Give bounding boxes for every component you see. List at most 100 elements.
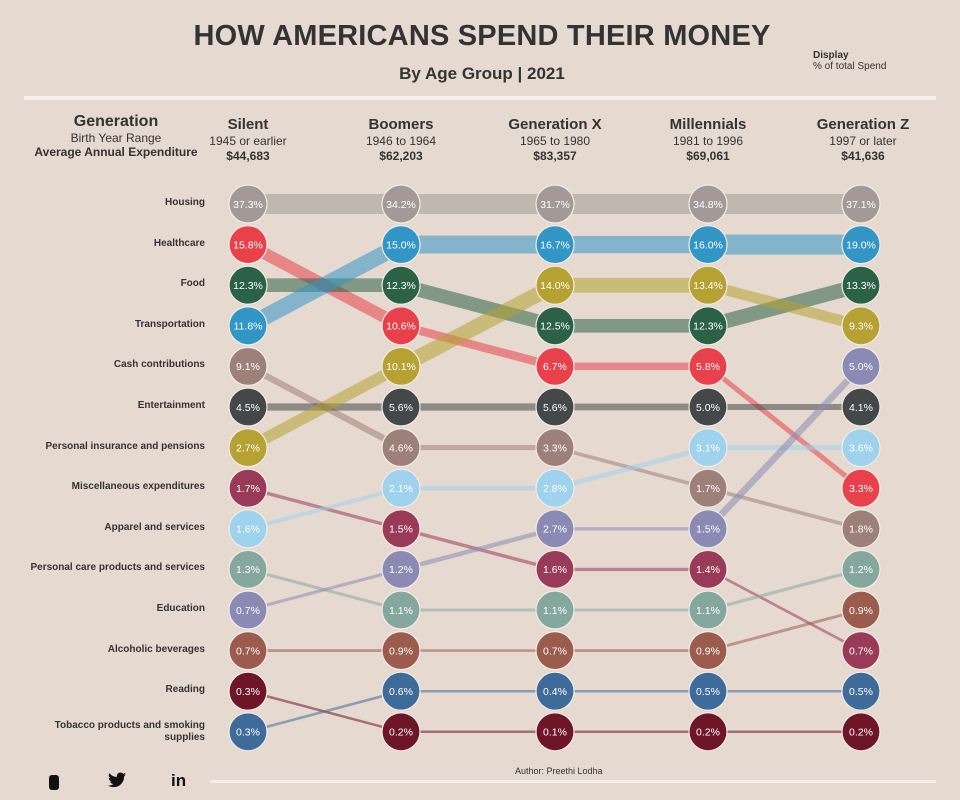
data-label: 1.3%	[236, 564, 260, 576]
data-point[interactable]: 1.1%	[688, 590, 728, 630]
row-label: Personal care products and services	[30, 562, 205, 574]
data-point[interactable]: 0.9%	[841, 590, 881, 630]
data-label: 13.4%	[693, 280, 723, 292]
data-point[interactable]: 34.8%	[688, 184, 728, 224]
data-point[interactable]: 5.8%	[688, 346, 728, 386]
linkedin-icon[interactable]: in	[171, 771, 187, 790]
data-point-circle	[841, 630, 881, 671]
data-point[interactable]: 11.8%	[228, 306, 268, 346]
data-point[interactable]: 12.3%	[381, 265, 421, 305]
data-point[interactable]: 5.6%	[535, 387, 575, 427]
data-point[interactable]: 12.5%	[535, 306, 575, 346]
data-point[interactable]: 0.6%	[381, 671, 421, 711]
data-point-circle	[841, 428, 881, 468]
data-point[interactable]: 2.7%	[228, 428, 268, 468]
data-point[interactable]: 37.3%	[228, 184, 268, 224]
series-line-personal-insurance-and-pensions	[245, 361, 404, 453]
data-label: 12.3%	[386, 280, 416, 292]
data-point[interactable]: 1.1%	[535, 590, 575, 630]
data-point[interactable]: 0.2%	[381, 712, 421, 752]
data-point[interactable]: 3.6%	[841, 428, 881, 468]
generation-name: Silent	[227, 116, 269, 133]
data-point[interactable]: 5.0%	[841, 346, 881, 386]
data-point[interactable]: 5.6%	[381, 387, 421, 427]
data-point[interactable]: 0.9%	[381, 630, 421, 671]
data-point-circle	[688, 387, 728, 427]
data-point[interactable]: 2.1%	[381, 468, 421, 508]
generation-header-generation-x: Generation X 1965 to 1980 $83,357	[475, 116, 635, 164]
data-point[interactable]: 0.2%	[688, 712, 728, 752]
data-point[interactable]: 0.3%	[228, 712, 268, 752]
data-point[interactable]: 6.7%	[535, 346, 575, 386]
data-point[interactable]: 16.0%	[688, 225, 728, 265]
data-point[interactable]: 16.7%	[535, 225, 575, 265]
data-point[interactable]: 19.0%	[841, 225, 881, 265]
data-point[interactable]: 9.3%	[841, 306, 881, 346]
data-point[interactable]: 1.7%	[228, 468, 268, 508]
data-label: 9.1%	[236, 361, 260, 373]
app-icon[interactable]	[49, 775, 59, 790]
data-label: 0.7%	[236, 605, 260, 617]
data-point[interactable]: 1.5%	[381, 509, 421, 549]
generation-range: 1946 to 1964	[365, 134, 437, 148]
data-point-circle	[381, 671, 421, 711]
data-point[interactable]: 10.1%	[381, 346, 421, 386]
data-point[interactable]: 0.1%	[535, 712, 575, 752]
data-label: 1.6%	[236, 524, 260, 536]
data-label: 1.7%	[236, 483, 260, 495]
data-point-circle	[535, 671, 575, 711]
data-point[interactable]: 13.3%	[841, 265, 881, 305]
data-point[interactable]: 12.3%	[228, 265, 268, 305]
data-point[interactable]: 3.1%	[688, 428, 728, 468]
data-label: 1.2%	[849, 564, 873, 576]
data-point[interactable]: 37.1%	[841, 184, 881, 224]
data-point[interactable]: 0.7%	[228, 630, 268, 671]
data-point[interactable]: 0.5%	[841, 671, 881, 711]
data-label: 34.8%	[693, 199, 723, 211]
data-point[interactable]: 1.2%	[841, 549, 881, 590]
data-point[interactable]: 1.5%	[688, 509, 728, 549]
data-label: 16.7%	[540, 239, 570, 251]
data-point[interactable]: 1.1%	[381, 590, 421, 630]
data-point[interactable]: 1.3%	[228, 549, 268, 590]
data-point[interactable]: 1.8%	[841, 509, 881, 549]
series-line-education	[705, 364, 864, 532]
data-point[interactable]: 0.5%	[688, 671, 728, 711]
twitter-icon[interactable]	[108, 772, 126, 793]
data-point[interactable]: 10.6%	[381, 306, 421, 346]
data-point[interactable]: 0.7%	[228, 590, 268, 630]
data-point[interactable]: 34.2%	[381, 184, 421, 224]
data-point[interactable]: 0.2%	[841, 712, 881, 752]
data-point[interactable]: 4.5%	[228, 387, 268, 427]
data-point[interactable]: 3.3%	[535, 428, 575, 468]
data-point[interactable]: 0.9%	[688, 630, 728, 671]
data-point[interactable]: 0.7%	[841, 630, 881, 671]
data-point[interactable]: 1.6%	[228, 509, 268, 549]
data-point[interactable]: 15.8%	[228, 225, 268, 265]
data-point[interactable]: 0.3%	[228, 671, 268, 711]
data-point[interactable]: 2.8%	[535, 468, 575, 508]
data-label: 10.6%	[386, 321, 416, 333]
data-point[interactable]: 1.6%	[535, 549, 575, 590]
data-point[interactable]: 13.4%	[688, 265, 728, 305]
series-line-cash-contributions	[707, 486, 862, 531]
data-point[interactable]: 1.2%	[381, 549, 421, 590]
data-point[interactable]: 1.7%	[688, 468, 728, 508]
data-point[interactable]: 5.0%	[688, 387, 728, 427]
data-point[interactable]: 12.3%	[688, 306, 728, 346]
data-label: 0.3%	[236, 727, 260, 739]
data-point[interactable]: 15.0%	[381, 225, 421, 265]
data-point[interactable]: 4.1%	[841, 387, 881, 427]
data-label: 1.4%	[696, 564, 720, 576]
data-point[interactable]: 0.4%	[535, 671, 575, 711]
data-point[interactable]: 3.3%	[841, 468, 881, 508]
data-point[interactable]: 2.7%	[535, 509, 575, 549]
data-point[interactable]: 14.0%	[535, 265, 575, 305]
data-point[interactable]: 31.7%	[535, 184, 575, 224]
data-point-circle	[841, 712, 881, 752]
data-point[interactable]: 0.7%	[535, 630, 575, 671]
data-point[interactable]: 1.4%	[688, 549, 728, 590]
data-point[interactable]: 9.1%	[228, 346, 268, 386]
data-point-circle	[688, 184, 728, 224]
data-point[interactable]: 4.6%	[381, 428, 421, 468]
